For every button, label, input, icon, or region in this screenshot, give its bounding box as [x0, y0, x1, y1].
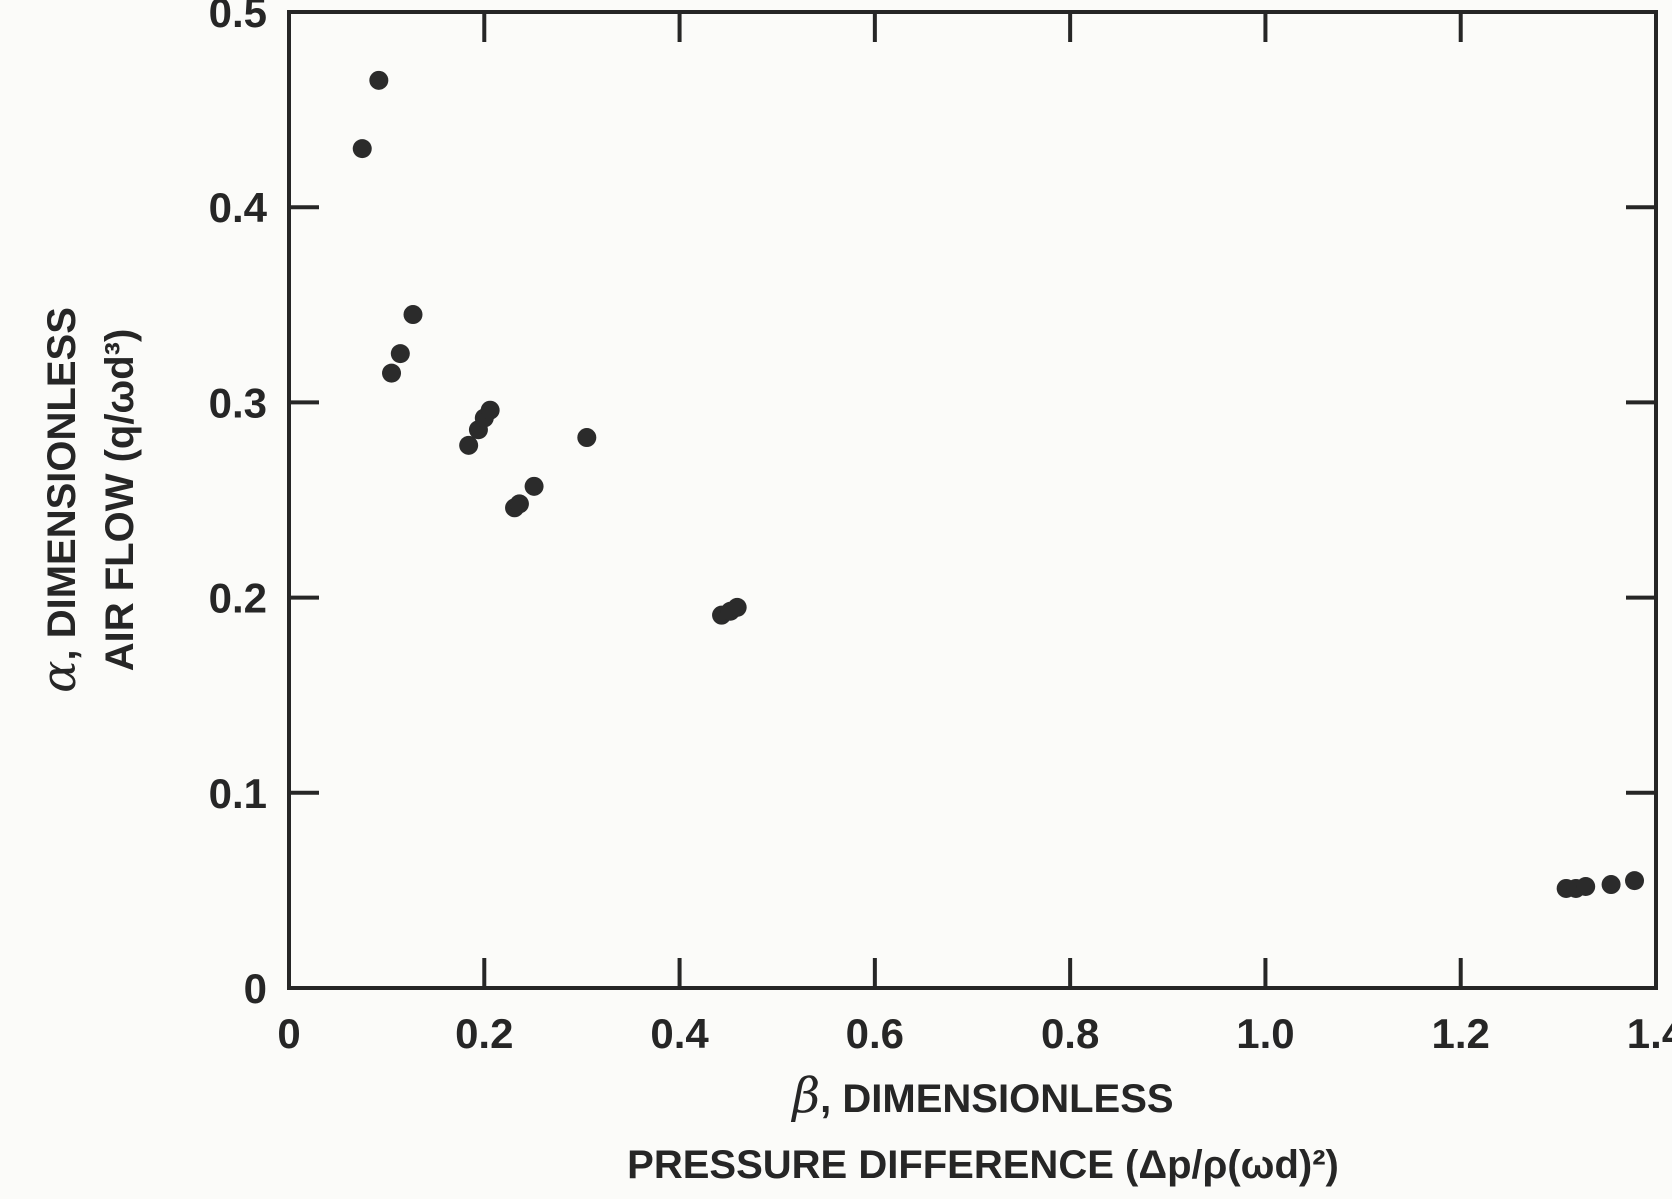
plot-frame	[287, 10, 1658, 990]
x-axis-symbol: β	[790, 1068, 820, 1124]
y-axis-ticks: 0 0.1 0.2 0.3 0.4 0.5	[209, 0, 1656, 1012]
data-point	[1601, 875, 1621, 895]
y-tick-label: 0.4	[209, 184, 268, 231]
x-tick-label: 0	[277, 1010, 300, 1057]
x-axis-ticks: 0 0.2 0.4 0.6 0.8 1.0 1.2 1.4	[277, 12, 1672, 1057]
x-axis-title-line1: β, DIMENSIONLESS	[790, 1068, 1173, 1124]
y-tick-label: 0	[244, 965, 267, 1012]
data-point	[727, 597, 747, 617]
data-point	[390, 344, 410, 364]
y-axis-title-line2: AIR FLOW (q/ωd³)	[98, 329, 142, 672]
data-point	[459, 435, 479, 455]
x-tick-label: 1.4	[1627, 1010, 1672, 1057]
y-axis-title-text: , DIMENSIONLESS	[40, 307, 84, 660]
data-point	[1576, 876, 1596, 896]
data-point	[577, 428, 597, 448]
x-axis-title-line2: PRESSURE DIFFERENCE (Δp/ρ(ωd)²)	[627, 1143, 1339, 1187]
y-axis-title: α, DIMENSIONLESS AIR FLOW (q/ωd³)	[31, 307, 142, 693]
data-point	[369, 70, 389, 90]
x-tick-label: 0.6	[846, 1010, 904, 1057]
data-points	[352, 70, 1645, 898]
x-tick-label: 1.0	[1236, 1010, 1294, 1057]
x-tick-label: 1.2	[1432, 1010, 1490, 1057]
data-point	[403, 305, 423, 325]
y-tick-label: 0.3	[209, 379, 267, 426]
y-tick-label: 0.1	[209, 770, 267, 817]
data-point	[352, 139, 372, 159]
y-tick-label: 0.2	[209, 575, 267, 622]
data-point	[509, 494, 529, 514]
x-tick-label: 0.8	[1041, 1010, 1099, 1057]
y-axis-title-line1: α, DIMENSIONLESS	[31, 307, 87, 693]
data-point	[382, 363, 402, 383]
y-axis-symbol: α	[31, 660, 87, 692]
data-point	[480, 400, 500, 420]
x-axis-title-text: , DIMENSIONLESS	[820, 1077, 1173, 1121]
y-tick-label: 0.5	[209, 0, 267, 36]
data-point	[524, 476, 544, 496]
data-point	[1625, 871, 1645, 891]
x-tick-label: 0.4	[650, 1010, 709, 1057]
x-tick-label: 0.2	[455, 1010, 513, 1057]
